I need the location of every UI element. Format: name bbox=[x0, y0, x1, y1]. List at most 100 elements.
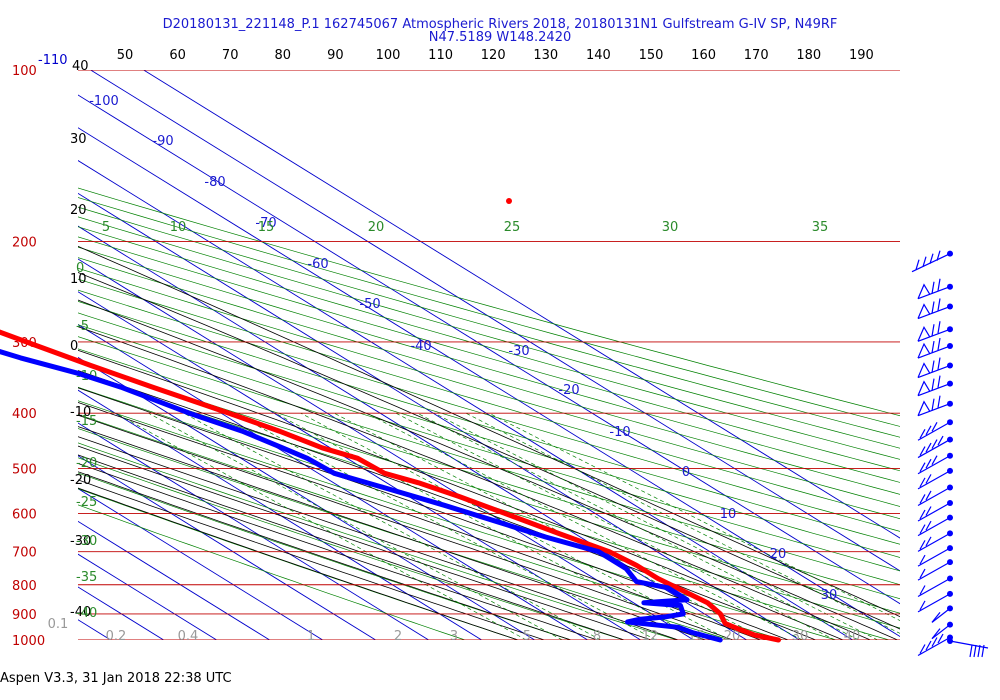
dry-adiabat-line bbox=[78, 267, 900, 507]
wind-barb-dot bbox=[947, 250, 953, 257]
isotherm-label: -90 bbox=[152, 134, 173, 149]
dry-adiabat-line bbox=[78, 312, 900, 558]
wind-barb-shaft bbox=[917, 305, 951, 320]
isotherm-line bbox=[78, 520, 270, 640]
wind-barb-feather bbox=[919, 428, 926, 439]
wind-barb-feather bbox=[937, 375, 941, 388]
wind-barb-feather bbox=[919, 554, 926, 565]
wind-barb-feather bbox=[919, 540, 926, 550]
wind-barb-feather bbox=[937, 278, 941, 291]
left-green-label: -15 bbox=[76, 414, 97, 429]
wind-barb-shaft bbox=[931, 624, 951, 640]
wind-barb bbox=[917, 530, 953, 552]
wind-barbs bbox=[911, 250, 989, 658]
moist-adiabat-line bbox=[78, 426, 707, 640]
isotherm-label: -80 bbox=[204, 175, 225, 190]
isotherm-line bbox=[78, 258, 694, 640]
wind-barb-feather bbox=[931, 281, 935, 294]
temperature-profile bbox=[0, 329, 781, 643]
top-scale-label: 190 bbox=[849, 48, 874, 63]
mixing-ratio-label: 5 bbox=[523, 629, 531, 644]
top-scale-label: 170 bbox=[744, 48, 769, 63]
top-scale-label: 50 bbox=[117, 48, 134, 63]
wind-barb-feather bbox=[931, 455, 938, 466]
background-grid bbox=[78, 70, 900, 640]
wind-barb-feather bbox=[937, 435, 944, 446]
isotherm-line bbox=[78, 225, 747, 640]
wind-barb-feather bbox=[919, 477, 926, 488]
wind-barb-shaft bbox=[949, 640, 989, 649]
moist-adiabat-line bbox=[78, 245, 900, 618]
isotherm-label: -100 bbox=[89, 94, 119, 109]
isotherm-label: -50 bbox=[359, 297, 380, 312]
mixing-ratio-label: 12 bbox=[642, 629, 659, 644]
left-green-label: -30 bbox=[76, 534, 97, 549]
pressure-label: 600 bbox=[12, 508, 37, 523]
moist-adiabat-line bbox=[78, 387, 790, 640]
wind-barb-shaft bbox=[917, 328, 951, 342]
top-corner-label: 40 bbox=[72, 59, 89, 74]
wind-barb-feather bbox=[937, 298, 941, 311]
dry-adiabat-line bbox=[78, 324, 900, 572]
left-green-label: -25 bbox=[76, 495, 97, 510]
wind-barb-feather bbox=[931, 324, 935, 337]
dry-adiabat-line bbox=[78, 289, 900, 532]
wind-barb-pennant bbox=[917, 283, 931, 299]
wind-barb-feather bbox=[925, 425, 932, 436]
wind-barb-feather bbox=[925, 490, 932, 501]
top-scale-label: 180 bbox=[796, 48, 821, 63]
chart-title-line2: N47.5189 W148.2420 bbox=[429, 30, 572, 45]
left-green-label: -5 bbox=[76, 319, 89, 334]
left-scale-label: -30 bbox=[70, 534, 91, 549]
wind-barb-feather bbox=[931, 340, 935, 354]
top-scale-label: 160 bbox=[691, 48, 716, 63]
wind-barb-shaft bbox=[917, 486, 951, 506]
wind-barb-shaft bbox=[917, 403, 951, 417]
isotherm-line bbox=[78, 192, 800, 640]
moist-adiabat-line bbox=[78, 436, 680, 640]
wind-barb-feather bbox=[977, 644, 981, 658]
pressure-label: 100 bbox=[12, 64, 37, 79]
dry-adiabat-line bbox=[78, 348, 900, 600]
wind-barb-feather bbox=[925, 536, 932, 547]
isotherm-line bbox=[78, 160, 853, 640]
isotherm-line bbox=[90, 70, 900, 572]
wind-barb-shaft bbox=[931, 607, 951, 623]
wind-barb-shaft bbox=[917, 502, 951, 522]
isotherm-label: -20 bbox=[558, 383, 579, 398]
isotherm-label: 10 bbox=[720, 507, 737, 522]
left-green-label: 0 bbox=[76, 261, 84, 276]
isotherm-line bbox=[78, 127, 900, 638]
mixing-ratio-label: 0.2 bbox=[106, 629, 127, 644]
wind-barb-shaft bbox=[917, 636, 951, 657]
top-scale-label: 70 bbox=[222, 48, 239, 63]
wind-barb-feather bbox=[919, 568, 926, 579]
top-scale-label: 110 bbox=[428, 48, 453, 63]
wind-barb-pennant bbox=[917, 325, 931, 342]
wind-barb-feather bbox=[973, 644, 977, 658]
wind-barb bbox=[917, 633, 953, 657]
top-scale-label: 150 bbox=[639, 48, 664, 63]
wind-barb-shaft bbox=[917, 577, 951, 598]
isotherm-line bbox=[143, 70, 900, 539]
wind-barb-shaft bbox=[917, 364, 951, 379]
dry-adiabat-line bbox=[78, 278, 900, 520]
dry-adiabat-line bbox=[78, 400, 838, 640]
wind-barb-pennant bbox=[917, 342, 931, 359]
mixing-ratio-label: 40 bbox=[844, 629, 861, 644]
dry-adiabat-line bbox=[78, 504, 467, 640]
isotherm-label: 0 bbox=[682, 465, 690, 480]
wind-barb-feather bbox=[925, 520, 932, 531]
left-green-label: -40 bbox=[76, 606, 97, 621]
top-corner-label: -110 bbox=[38, 53, 68, 68]
wind-barb bbox=[917, 375, 953, 397]
wind-barb-feather bbox=[929, 253, 934, 264]
top-scale-label: 140 bbox=[586, 48, 611, 63]
isotherm-line bbox=[78, 291, 641, 640]
mixing-ratio-label: 0.4 bbox=[178, 629, 199, 644]
wind-barb-feather bbox=[936, 250, 941, 261]
wind-barb-shaft bbox=[917, 517, 951, 537]
mixing-ratio-line bbox=[234, 412, 657, 640]
wind-barb-feather bbox=[925, 442, 932, 453]
wind-barb bbox=[917, 337, 953, 359]
